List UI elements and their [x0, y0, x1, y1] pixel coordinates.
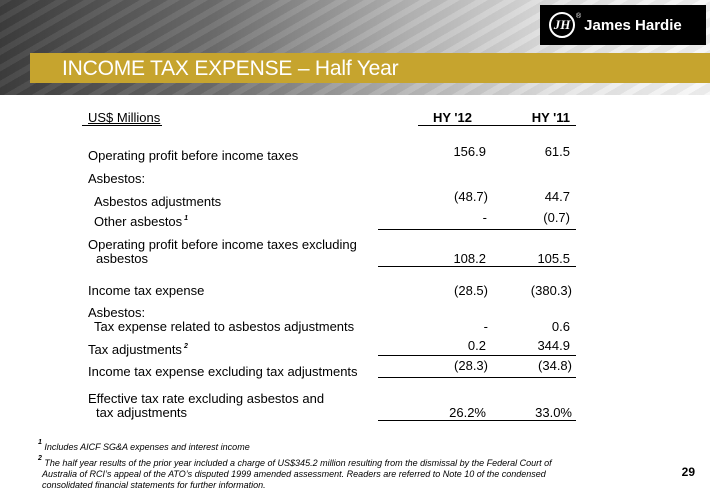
row-value-hy12: 156.9 — [453, 144, 486, 159]
row-value-hy12: (28.3) — [454, 358, 488, 373]
footnote-1: 1 Includes AICF SG&A expenses and intere… — [36, 437, 596, 453]
unit-label-rule — [82, 125, 162, 126]
row-label: Income tax expense excluding tax adjustm… — [88, 364, 358, 379]
footnote-text: The half year results of the prior year … — [44, 458, 552, 468]
row-label: Tax adjustments 2 — [88, 342, 188, 357]
row-value-hy12: (28.5) — [454, 283, 488, 298]
row-value-hy11: (0.7) — [543, 210, 570, 225]
footnote-2: 2 The half year results of the prior yea… — [36, 453, 596, 469]
registered-mark: ® — [576, 13, 582, 20]
row-label: Effective tax rate excluding asbestos an… — [88, 391, 325, 406]
column-header-hy11: HY '11 — [531, 110, 570, 125]
title-band — [30, 53, 710, 83]
row-label: Operating profit before income taxes — [88, 148, 299, 163]
footnote-mark: 1 — [38, 439, 42, 446]
total-rule — [378, 420, 576, 421]
row-label: Asbestos: — [88, 171, 146, 186]
page-title: INCOME TAX EXPENSE – Half Year — [62, 57, 399, 80]
logo-text: James Hardie — [584, 16, 682, 34]
row-label: Asbestos: — [88, 305, 146, 320]
row-value-hy11: 344.9 — [537, 338, 570, 353]
row-value-hy12: - — [483, 319, 488, 334]
row-label-text: Other asbestos — [94, 214, 183, 229]
row-value-hy11: 105.5 — [537, 251, 570, 266]
row-value-hy12: 0.2 — [467, 338, 486, 353]
footnote-mark: 2 — [38, 455, 42, 462]
company-logo: JH ® James Hardie — [540, 5, 706, 45]
row-value-hy11: (380.3) — [530, 283, 572, 298]
logo-monogram-icon: JH — [549, 12, 575, 38]
row-label-continued: tax adjustments — [96, 405, 188, 420]
row-label: Operating profit before income taxes exc… — [88, 237, 357, 252]
row-value-hy11: 0.6 — [551, 319, 570, 334]
footnote-text: Includes AICF SG&A expenses and interest… — [44, 442, 250, 452]
row-label: Income tax expense — [88, 283, 205, 298]
row-value-hy11: 33.0% — [535, 405, 572, 420]
page-number: 29 — [681, 465, 695, 479]
unit-label: US$ Millions — [88, 110, 161, 125]
subtotal-rule — [378, 377, 576, 378]
row-label: Other asbestos 1 — [94, 214, 188, 229]
subtotal-rule — [378, 355, 576, 356]
subtotal-rule — [378, 229, 576, 230]
header-rule — [418, 125, 576, 126]
row-label: Asbestos adjustments — [94, 194, 222, 209]
row-label-text: Tax adjustments — [88, 342, 182, 357]
subtotal-rule — [378, 266, 576, 267]
row-value-hy12: 26.2% — [449, 405, 486, 420]
row-label-continued: Tax expense related to asbestos adjustme… — [94, 319, 355, 334]
row-value-hy12: (48.7) — [454, 189, 488, 204]
row-value-hy11: 44.7 — [544, 189, 570, 204]
row-label-continued: asbestos — [96, 251, 149, 266]
row-value-hy12: - — [482, 210, 487, 225]
row-value-hy11: 61.5 — [544, 144, 570, 159]
footnotes: 1 Includes AICF SG&A expenses and intere… — [36, 437, 596, 491]
row-value-hy12: 108.2 — [453, 251, 486, 266]
footnote-2-continued: Australia of RCI’s appeal of the ATO’s d… — [42, 469, 546, 479]
footnote-ref: 1 — [184, 215, 189, 222]
row-value-hy11: (34.8) — [538, 358, 572, 373]
footnote-ref: 2 — [183, 343, 188, 350]
footnote-2-continued: consolidated financial statements for fu… — [42, 480, 266, 490]
column-header-hy12: HY '12 — [433, 110, 472, 125]
income-tax-table: US$ Millions HY '12 HY '11 Operating pro… — [82, 110, 576, 421]
